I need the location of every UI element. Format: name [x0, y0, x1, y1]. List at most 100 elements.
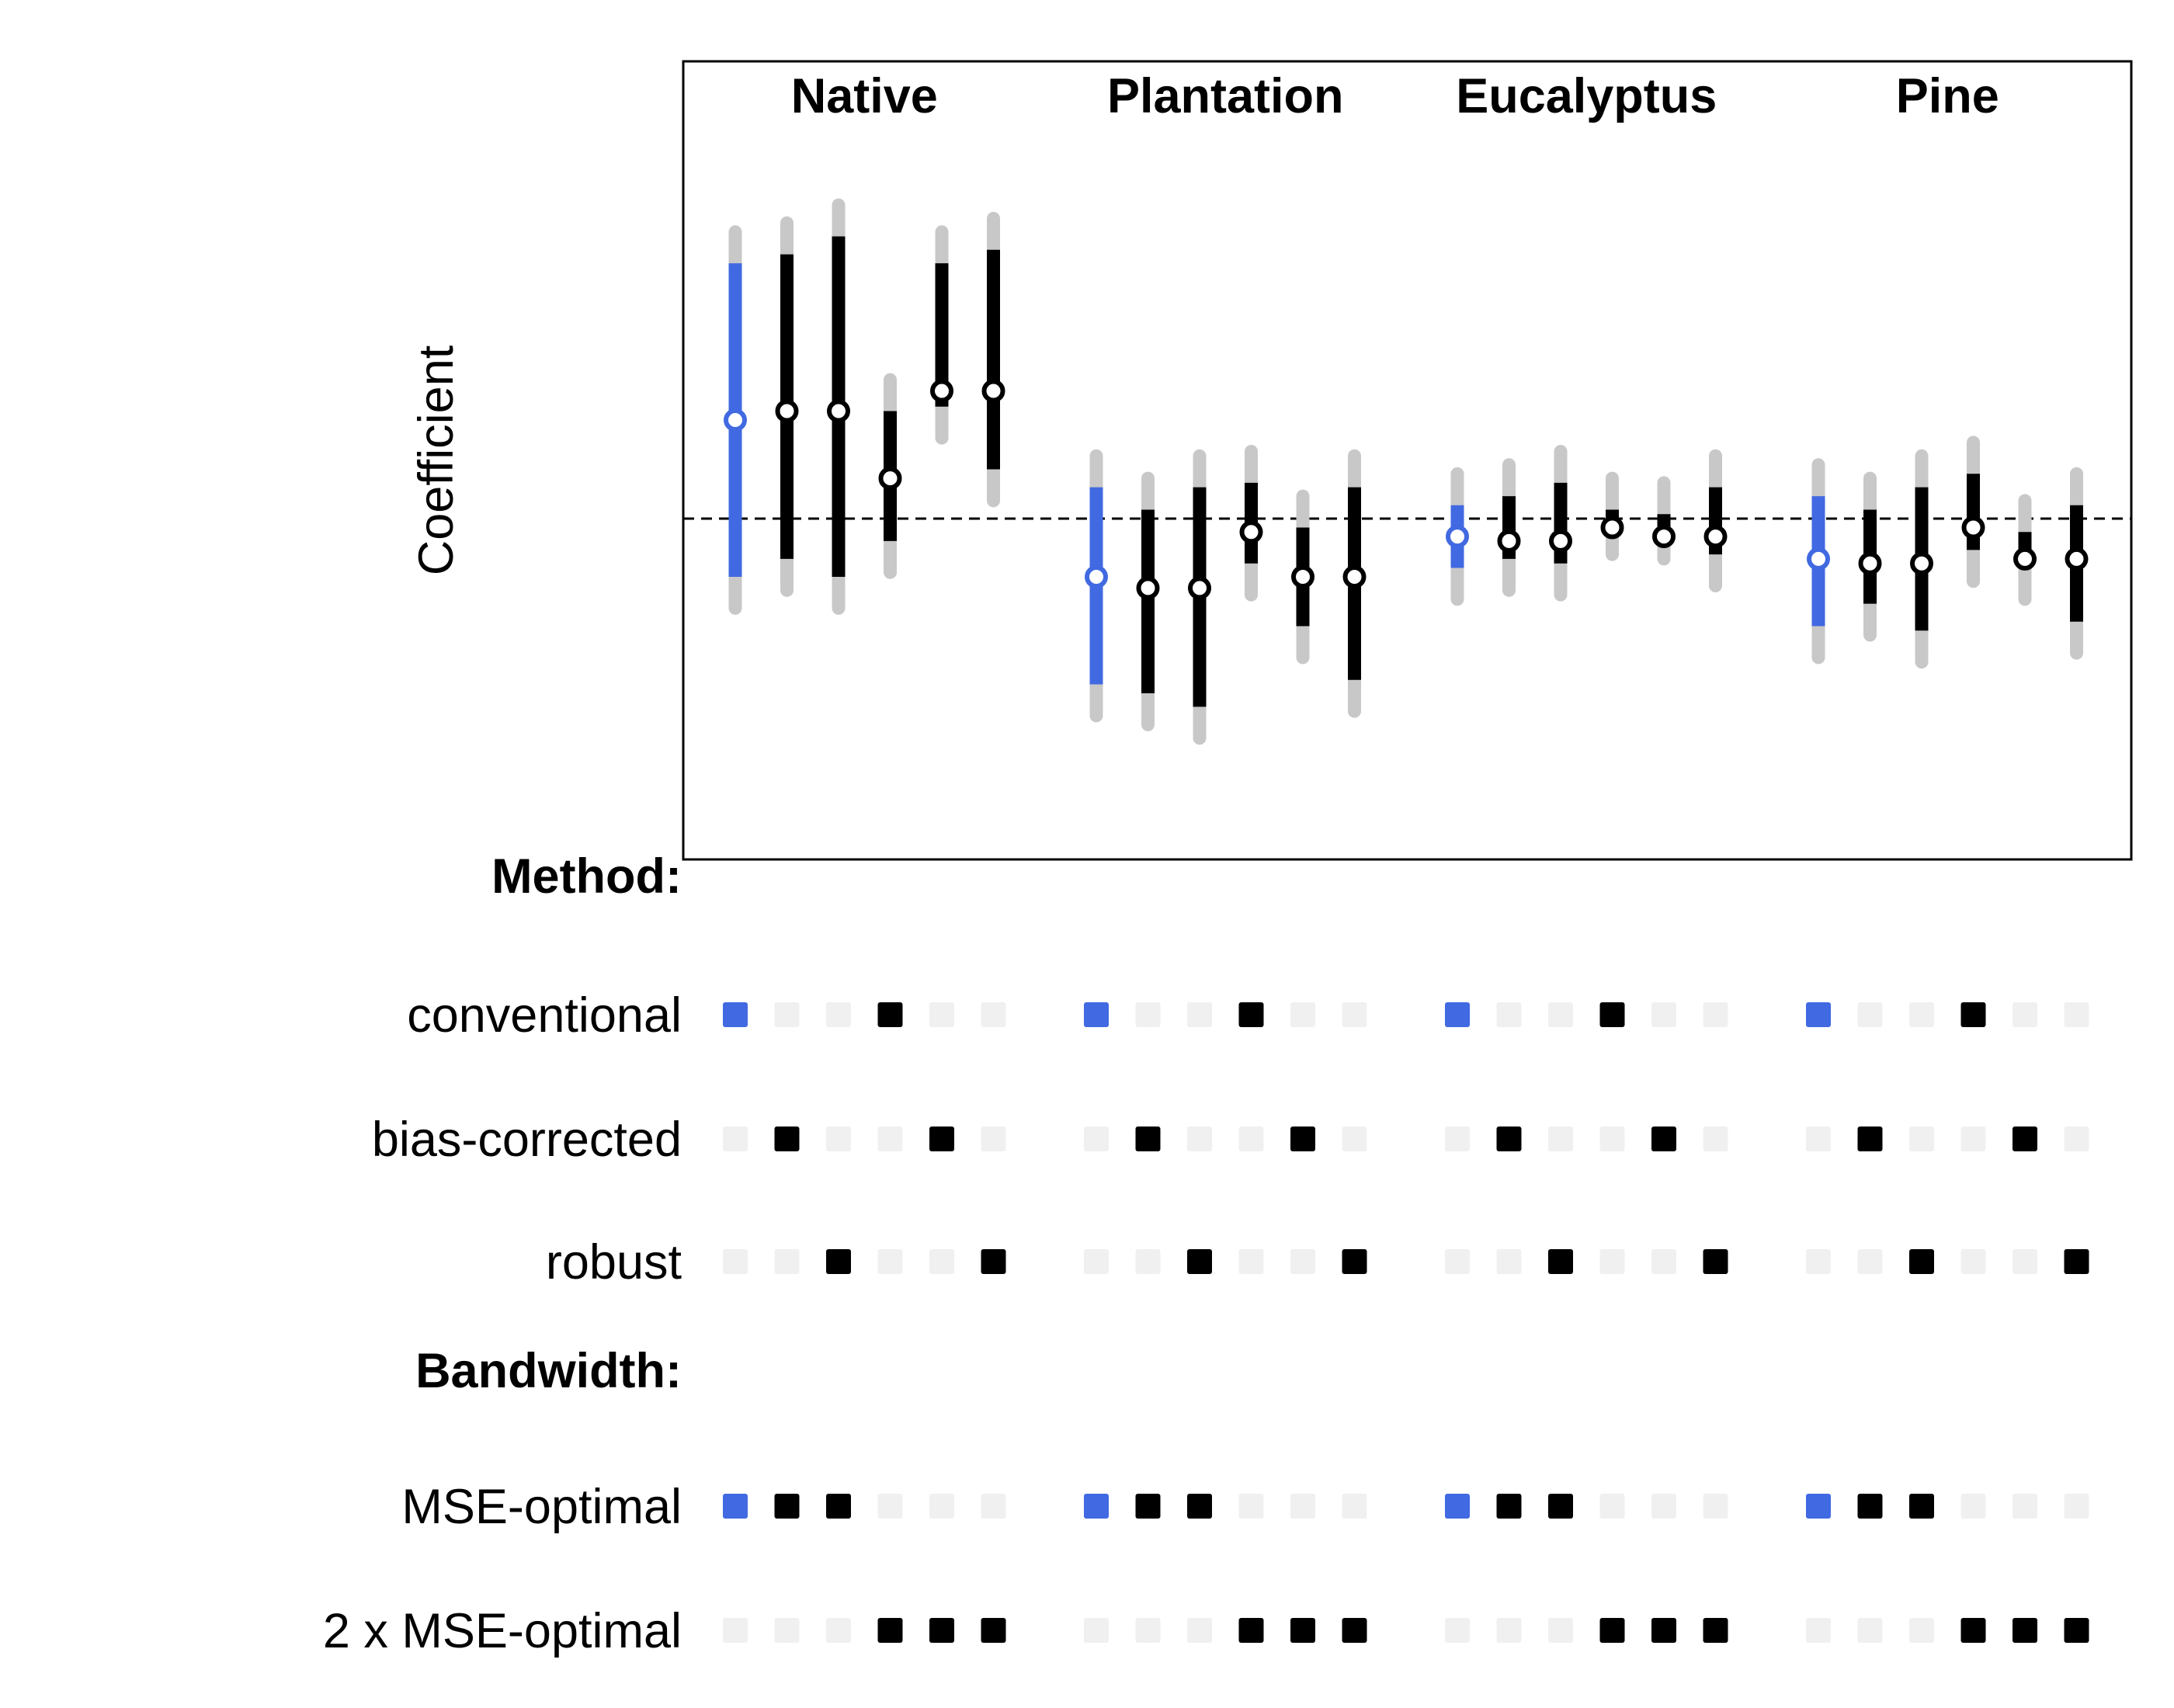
- spec-marker-pine-3: [1909, 1127, 1934, 1151]
- spec-marker-pine-6: [2064, 1494, 2089, 1519]
- row-label-2-x-mse-optimal: 2 x MSE-optimal: [323, 1604, 682, 1658]
- spec-marker-eucalyptus-3: [1548, 1618, 1573, 1643]
- spec-marker-native-5: [929, 1618, 954, 1643]
- spec-marker-native-3: [826, 1002, 851, 1027]
- spec-marker-eucalyptus-2: [1496, 1618, 1522, 1643]
- spec-marker-eucalyptus-6: [1703, 1618, 1728, 1643]
- spec-marker-plantation-6: [1342, 1494, 1367, 1519]
- spec-marker-native-1: [723, 1249, 748, 1274]
- spec-marker-eucalyptus-6: [1703, 1127, 1728, 1151]
- spec-marker-native-3: [826, 1249, 851, 1274]
- spec-marker-pine-3: [1909, 1249, 1934, 1274]
- section-label-bandwidth: Bandwidth:: [415, 1344, 682, 1398]
- spec-marker-plantation-4: [1238, 1494, 1264, 1519]
- spec-marker-native-2: [774, 1618, 800, 1643]
- spec-marker-pine-3: [1909, 1618, 1934, 1643]
- spec-marker-plantation-1: [1084, 1249, 1109, 1274]
- point-estimate-eucalyptus-3: [1549, 529, 1572, 553]
- spec-marker-pine-5: [2013, 1618, 2037, 1643]
- spec-marker-eucalyptus-3: [1548, 1494, 1573, 1519]
- spec-marker-eucalyptus-4: [1599, 1494, 1625, 1519]
- spec-marker-pine-2: [1857, 1494, 1883, 1519]
- point-estimate-eucalyptus-2: [1497, 529, 1521, 553]
- spec-marker-plantation-5: [1290, 1618, 1315, 1643]
- spec-marker-eucalyptus-1: [1445, 1494, 1470, 1519]
- spec-marker-native-6: [981, 1002, 1006, 1027]
- spec-marker-native-4: [877, 1494, 903, 1519]
- point-estimate-eucalyptus-4: [1600, 516, 1624, 540]
- point-estimate-pine-3: [1910, 551, 1933, 575]
- spec-marker-pine-6: [2064, 1249, 2089, 1274]
- spec-marker-plantation-5: [1290, 1494, 1315, 1519]
- spec-marker-native-6: [981, 1494, 1006, 1519]
- spec-marker-plantation-3: [1187, 1618, 1212, 1643]
- spec-marker-pine-3: [1909, 1494, 1934, 1519]
- spec-marker-plantation-3: [1187, 1249, 1212, 1274]
- point-estimate-pine-1: [1807, 547, 1830, 571]
- point-estimate-plantation-5: [1291, 565, 1314, 589]
- point-estimate-plantation-6: [1342, 565, 1367, 589]
- panel-title-pine: Pine: [1896, 69, 1999, 123]
- spec-marker-eucalyptus-4: [1599, 1127, 1625, 1151]
- point-estimate-plantation-2: [1136, 576, 1160, 600]
- panel-titles: Native Plantation Eucalyptus Pine: [791, 69, 1999, 123]
- row-label-robust: robust: [546, 1235, 682, 1290]
- point-estimate-pine-4: [1961, 516, 1985, 540]
- spec-marker-eucalyptus-5: [1651, 1494, 1676, 1519]
- row-label-mse-optimal: MSE-optimal: [401, 1480, 682, 1534]
- point-estimate-native-6: [981, 379, 1005, 403]
- point-estimates: [724, 379, 2089, 600]
- spec-marker-plantation-5: [1290, 1002, 1315, 1027]
- spec-marker-eucalyptus-2: [1496, 1127, 1522, 1151]
- spec-marker-pine-2: [1857, 1002, 1883, 1027]
- spec-marker-pine-4: [1960, 1249, 1986, 1274]
- spec-marker-plantation-2: [1135, 1249, 1161, 1274]
- spec-marker-plantation-3: [1187, 1494, 1212, 1519]
- panel-title-native: Native: [791, 69, 938, 123]
- spec-marker-eucalyptus-3: [1548, 1127, 1573, 1151]
- spec-marker-pine-1: [1806, 1494, 1831, 1519]
- spec-marker-pine-2: [1857, 1127, 1883, 1151]
- spec-marker-pine-5: [2013, 1494, 2037, 1519]
- spec-marker-eucalyptus-1: [1445, 1002, 1470, 1027]
- spec-marker-eucalyptus-6: [1703, 1002, 1728, 1027]
- spec-marker-native-1: [723, 1002, 748, 1027]
- spec-marker-pine-1: [1806, 1127, 1831, 1151]
- spec-marker-pine-4: [1960, 1618, 1986, 1643]
- spec-marker-pine-5: [2013, 1249, 2037, 1274]
- spec-marker-eucalyptus-4: [1599, 1249, 1625, 1274]
- spec-marker-plantation-2: [1135, 1002, 1161, 1027]
- spec-marker-eucalyptus-1: [1445, 1127, 1470, 1151]
- spec-marker-plantation-3: [1187, 1002, 1212, 1027]
- spec-marker-native-4: [877, 1127, 903, 1151]
- specification-matrix: Method: conventional bias-corrected robust B…: [323, 849, 2089, 1658]
- spec-marker-native-1: [723, 1494, 748, 1519]
- spec-marker-eucalyptus-5: [1651, 1249, 1676, 1274]
- spec-marker-pine-4: [1960, 1002, 1986, 1027]
- spec-marker-native-5: [929, 1494, 954, 1519]
- point-estimate-pine-6: [2065, 547, 2089, 571]
- spec-marker-eucalyptus-4: [1599, 1002, 1625, 1027]
- point-estimate-plantation-1: [1085, 565, 1108, 589]
- spec-marker-plantation-4: [1238, 1002, 1264, 1027]
- spec-marker-native-1: [723, 1618, 748, 1643]
- spec-marker-native-3: [826, 1127, 851, 1151]
- spec-marker-plantation-2: [1135, 1618, 1161, 1643]
- spec-marker-eucalyptus-3: [1548, 1002, 1573, 1027]
- spec-marker-plantation-2: [1135, 1127, 1161, 1151]
- point-estimate-eucalyptus-6: [1703, 525, 1728, 549]
- spec-marker-native-3: [826, 1618, 851, 1643]
- point-estimate-native-5: [930, 379, 953, 403]
- spec-marker-plantation-3: [1187, 1127, 1212, 1151]
- spec-marker-plantation-4: [1238, 1618, 1264, 1643]
- section-label-method: Method:: [491, 849, 682, 904]
- point-estimate-plantation-4: [1239, 520, 1263, 544]
- spec-marker-pine-1: [1806, 1002, 1831, 1027]
- spec-marker-plantation-6: [1342, 1618, 1367, 1643]
- spec-marker-pine-3: [1909, 1002, 1934, 1027]
- point-estimate-native-2: [775, 399, 799, 423]
- spec-marker-plantation-5: [1290, 1127, 1315, 1151]
- spec-marker-eucalyptus-4: [1599, 1618, 1625, 1643]
- spec-marker-plantation-1: [1084, 1127, 1109, 1151]
- spec-marker-native-4: [877, 1249, 903, 1274]
